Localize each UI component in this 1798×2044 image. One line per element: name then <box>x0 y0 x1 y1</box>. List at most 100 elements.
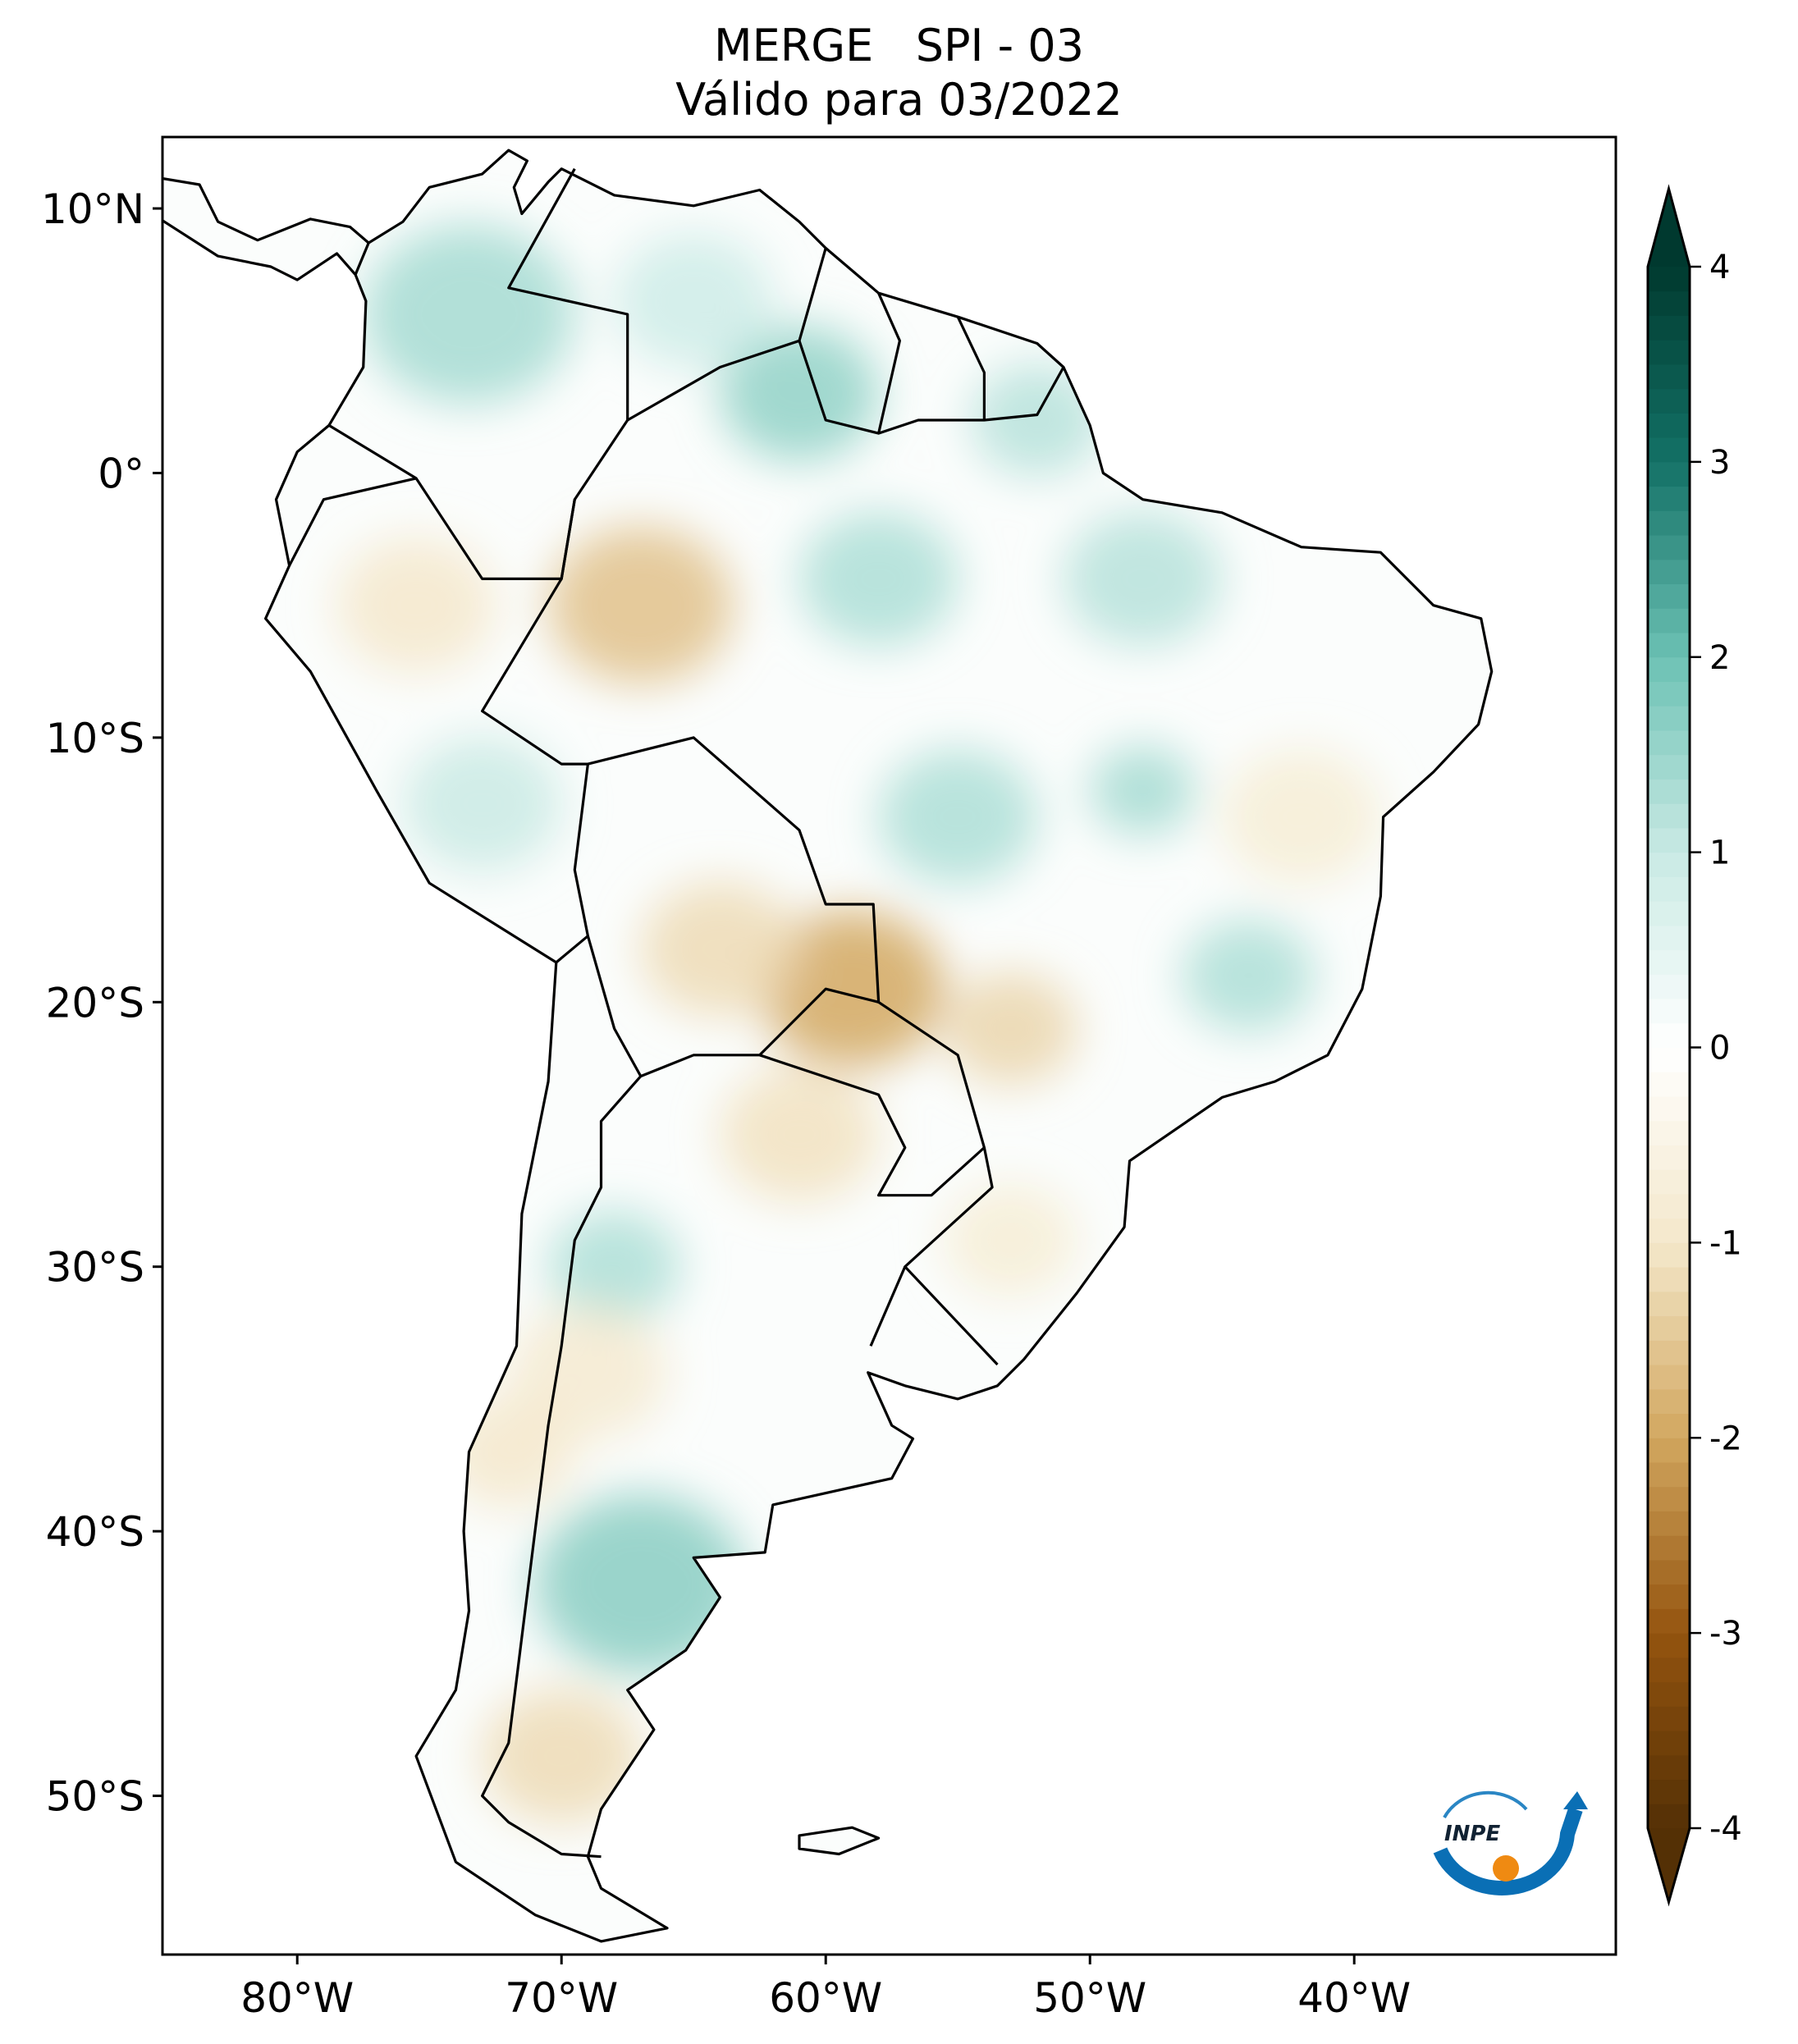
country-border <box>759 1054 986 1197</box>
colorbar-tick-label: 2 <box>1709 639 1730 677</box>
colorbar-segment <box>1648 876 1690 902</box>
colorbar-segment <box>1648 1047 1690 1072</box>
chart-title: MERGE SPI - 03 <box>714 20 1084 71</box>
colorbar-segment <box>1648 1022 1690 1048</box>
colorbar-segment <box>1648 486 1690 511</box>
country-border <box>626 247 827 422</box>
y-tick-label: 30°S <box>46 1244 144 1292</box>
colorbar-tick-label: 0 <box>1709 1030 1730 1068</box>
colorbar-segment <box>1648 1291 1690 1317</box>
colorbar-segment <box>1648 999 1690 1024</box>
spi-anomaly <box>971 364 1104 477</box>
colorbar-segment <box>1648 1779 1690 1804</box>
colorbar-segment <box>1648 1242 1690 1268</box>
spi-field <box>336 224 1381 1824</box>
colorbar-segment <box>1648 901 1690 926</box>
colorbar-segment <box>1648 754 1690 780</box>
y-tick-label: 10°N <box>41 185 144 233</box>
spi-anomaly <box>442 1395 575 1508</box>
colorbar-tick-label: 1 <box>1709 835 1730 872</box>
colorbar-segment <box>1648 852 1690 877</box>
colorbar-segment <box>1648 583 1690 609</box>
colorbar-segment <box>1648 1145 1690 1170</box>
y-tick-label: 10°S <box>46 715 144 762</box>
colorbar-segment <box>1648 1340 1690 1365</box>
colorbar-segment <box>1648 1365 1690 1390</box>
colorbar-extend-min <box>1648 1828 1690 1902</box>
spi-anomaly <box>720 1067 879 1202</box>
colorbar-segment <box>1648 413 1690 438</box>
country-border <box>798 340 1065 435</box>
inpe-logo: INPE <box>1433 1790 1588 1895</box>
colorbar-segment <box>1648 1095 1690 1122</box>
colorbar-segment <box>1648 1315 1690 1341</box>
plot-frame <box>161 135 1617 1956</box>
country-border <box>288 477 417 567</box>
logo-text: INPE <box>1444 1822 1500 1846</box>
colorbar-segment <box>1648 535 1690 560</box>
country-border <box>481 1075 643 1859</box>
x-tick-label: 50°W <box>1033 1974 1146 2022</box>
colorbar-segment <box>1648 461 1690 487</box>
spi-anomaly <box>548 1210 681 1324</box>
spi-anomaly <box>945 972 1077 1085</box>
x-tick-label: 70°W <box>505 1974 618 2022</box>
chart-subtitle: Válido para 03/2022 <box>675 74 1123 126</box>
colorbar-segment <box>1648 729 1690 756</box>
country-border <box>877 292 901 434</box>
country-border <box>869 1266 907 1347</box>
colorbar-segment <box>1648 340 1690 365</box>
colorbar-segment <box>1648 364 1690 390</box>
colorbar: 4 3 2 1 0 -1 -2 -3 -4 <box>1646 184 1742 1907</box>
colorbar-segment <box>1648 1559 1690 1585</box>
spi-anomaly <box>1064 511 1223 647</box>
spi-anomaly <box>720 326 879 461</box>
colorbar-segment <box>1648 656 1690 682</box>
spi-anomaly <box>535 1494 747 1675</box>
spi-anomaly <box>878 749 1037 885</box>
colorbar-segment <box>1648 510 1690 536</box>
colorbar-segment <box>1648 949 1690 975</box>
colorbar-segment <box>1648 1461 1690 1488</box>
colorbar-segment <box>1648 1511 1690 1536</box>
colorbar-segment <box>1648 315 1690 341</box>
colorbar-segment <box>1648 803 1690 829</box>
colorbar-segment <box>1648 1072 1690 1097</box>
x-tick-label: 60°W <box>769 1974 882 2022</box>
colorbar-segment <box>1648 559 1690 585</box>
colorbar-segment <box>1648 1608 1690 1634</box>
colorbar-segment <box>1648 1804 1690 1829</box>
colorbar-extend-max <box>1648 189 1690 267</box>
spi-anomaly <box>759 910 945 1068</box>
country-border <box>586 935 879 1078</box>
colorbar-segment <box>1648 779 1690 804</box>
colorbar-segment <box>1648 1193 1690 1219</box>
colorbar-segment <box>1648 267 1690 292</box>
colorbar-segment <box>1648 1486 1690 1511</box>
colorbar-segment <box>1648 1754 1690 1781</box>
spi-anomaly <box>403 736 562 871</box>
colorbar-segment <box>1648 1535 1690 1561</box>
colorbar-segment <box>1648 1633 1690 1658</box>
colorbar-segment <box>1648 1120 1690 1145</box>
colorbar-tick-label: -3 <box>1709 1615 1742 1653</box>
colorbar-tick-label: -2 <box>1709 1420 1742 1457</box>
colorbar-segment <box>1648 437 1690 463</box>
x-tick-label: 80°W <box>240 1974 354 2022</box>
spi-anomaly <box>363 224 575 405</box>
spi-anomaly <box>1182 919 1315 1032</box>
colorbar-segment <box>1648 1681 1690 1707</box>
country-border <box>555 763 589 964</box>
spi-anomaly <box>1222 749 1381 885</box>
spi-anomaly <box>945 1184 1077 1296</box>
colorbar-segment <box>1648 1388 1690 1415</box>
colorbar-segment <box>1648 1731 1690 1756</box>
country-border <box>481 499 999 1366</box>
spi-anomaly <box>482 1689 641 1824</box>
colorbar-segment <box>1648 1584 1690 1609</box>
colorbar-segment <box>1648 681 1690 706</box>
colorbar-segment <box>1648 290 1690 316</box>
colorbar-segment <box>1648 827 1690 853</box>
y-tick-label: 40°S <box>46 1508 144 1556</box>
